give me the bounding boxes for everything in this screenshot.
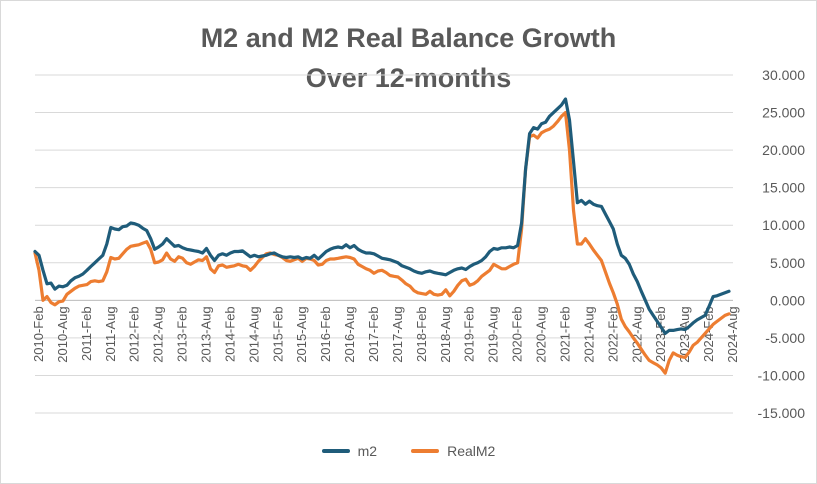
y-tick-label: 30.000 [762,67,805,83]
legend-swatch-m2 [321,449,350,453]
series-lines [33,97,731,375]
x-tick-label: 2017-Aug [390,306,405,362]
x-axis-ticks: 2010-Feb 2010-Aug 2011-Feb 2011-Aug 2012-Feb… [31,306,740,362]
x-tick-label: 2021-Feb [557,306,572,362]
x-tick-label: 2014-Aug [246,306,261,362]
x-tick-label: 2010-Feb [31,306,46,362]
x-tick-label: 2019-Aug [486,306,501,362]
legend-item-m2: m2 [321,443,378,459]
y-tick-label: 20.000 [762,142,805,158]
y-tick-label: 5.000 [770,255,805,271]
x-tick-label: 2010-Aug [55,306,70,362]
y-tick-label: 0.000 [770,292,805,308]
x-tick-label: 2018-Aug [438,306,453,362]
y-tick-label: -5.000 [765,330,805,346]
y-tick-label: 25.000 [762,105,805,121]
x-tick-label: 2012-Feb [127,306,142,362]
series-line-realm2 [33,110,731,375]
x-tick-label: 2023-Aug [677,306,692,362]
x-tick-label: 2016-Feb [318,306,333,362]
x-tick-label: 2015-Aug [294,306,309,362]
x-tick-label: 2014-Feb [222,306,237,362]
x-tick-label: 2016-Aug [342,306,357,362]
x-tick-label: 2024-Aug [725,306,740,362]
y-tick-label: 10.000 [762,217,805,233]
y-tick-label: -15.000 [758,405,806,421]
x-tick-label: 2019-Feb [462,306,477,362]
x-tick-label: 2021-Aug [581,306,596,362]
x-tick-label: 2024-Feb [701,306,716,362]
x-tick-label: 2013-Aug [199,306,214,362]
legend: m2 RealM2 [0,443,817,459]
y-tick-label: -10.000 [758,367,806,383]
gridlines [35,74,733,414]
y-tick-label: 15.000 [762,180,805,196]
legend-label-realm2: RealM2 [447,443,496,459]
x-tick-label: 2012-Aug [151,306,166,362]
x-tick-label: 2013-Feb [175,306,190,362]
legend-item-realm2: RealM2 [411,443,495,459]
x-tick-label: 2011-Aug [103,306,118,361]
x-tick-label: 2017-Feb [366,306,381,362]
legend-label-m2: m2 [357,443,378,459]
y-axis-ticks: 30.000 25.000 20.000 15.000 10.000 5.000 0.000… [758,67,806,421]
x-tick-label: 2011-Feb [79,306,94,361]
x-tick-label: 2020-Aug [534,306,549,362]
x-tick-label: 2018-Feb [414,306,429,362]
chart-title: M2 and M2 Real Balance Growth Over 12-mo… [200,23,617,93]
legend-swatch-realm2 [411,449,440,453]
x-tick-label: 2022-Feb [605,306,620,362]
x-tick-label: 2015-Feb [270,306,285,362]
x-tick-label: 2020-Feb [510,306,525,362]
series-line-m2 [33,97,731,335]
